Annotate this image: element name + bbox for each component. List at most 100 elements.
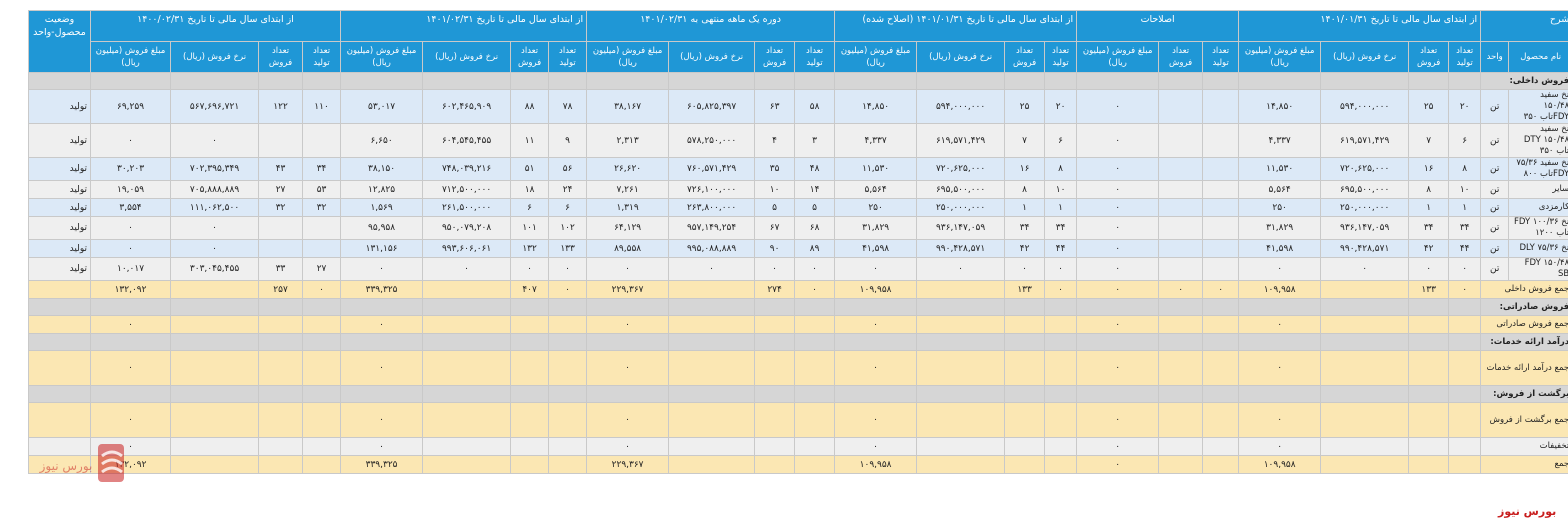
value-cell: ۸۹,۵۵۸ xyxy=(586,239,670,258)
value-cell: ۱۰۹,۹۵۸ xyxy=(1238,280,1322,299)
empty-cell xyxy=(1004,385,1046,403)
empty-cell xyxy=(510,298,550,316)
value-cell xyxy=(794,455,836,474)
value-cell: ۵۹۴,۰۰۰,۰۰۰ xyxy=(916,89,1006,124)
value-cell: ۵۳,۰۱۷ xyxy=(340,89,424,124)
value-cell: ۲۰ xyxy=(1044,89,1078,124)
empty-cell xyxy=(302,333,342,351)
value-cell xyxy=(170,315,260,334)
value-cell: ۷۰۵,۸۸۸,۸۸۹ xyxy=(170,180,260,199)
value-cell: ۱۳۱,۱۵۶ xyxy=(340,239,424,258)
value-cell: ۶۱۹,۵۷۱,۴۲۹ xyxy=(916,123,1006,158)
empty-cell xyxy=(1076,385,1160,403)
value-cell: ۵۷۸,۲۵۰,۰۰۰ xyxy=(668,123,756,158)
empty-cell xyxy=(1076,298,1160,316)
value-cell: ۱۰۲ xyxy=(548,216,588,240)
value-cell: ۲۲۹,۳۶۷ xyxy=(586,280,670,299)
subheader-prod-qty-g4: تعداد تولید xyxy=(794,41,836,73)
table-row: FDY ۱۵۰/۴۸ SBتن۰۰۰۰۰۰۰۰۰۰۰۰۰۰۰۰۰۲۷۳۳۳۰۳,… xyxy=(28,257,1568,281)
value-cell: ۰ xyxy=(1448,257,1482,281)
empty-cell xyxy=(1408,333,1450,351)
value-cell: ۴۱,۵۹۸ xyxy=(834,239,918,258)
status-cell xyxy=(28,315,91,334)
value-cell xyxy=(1320,350,1410,386)
value-cell: ۰ xyxy=(586,437,670,456)
value-cell: ۶۳ xyxy=(754,89,796,124)
subheader-amount-g6: مبلغ فروش (میلیون ریال) xyxy=(89,41,172,73)
empty-cell xyxy=(1158,72,1204,90)
value-cell: ۶۸ xyxy=(794,216,836,240)
value-cell xyxy=(1320,315,1410,334)
value-cell xyxy=(510,350,550,386)
value-cell: ۰ xyxy=(586,315,670,334)
value-cell: ۰ xyxy=(1076,315,1160,334)
empty-cell xyxy=(548,333,588,351)
table-row: نخ ۱۰۰/۳۶ FDY تاب ۱۲۰۰تن۳۴۳۴۹۳۶,۱۴۷,۰۵۹۳… xyxy=(28,216,1568,240)
empty-cell xyxy=(1202,298,1240,316)
value-cell xyxy=(548,437,588,456)
empty-cell xyxy=(754,298,796,316)
product-name: کارمزدی xyxy=(1508,198,1568,217)
status-cell: تولید xyxy=(28,257,91,281)
header-one-month: دوره یک ماهه منتهی به ۱۴۰۱/۰۲/۳۱ xyxy=(586,10,836,42)
value-cell xyxy=(422,455,512,474)
subheader-sale-qty-g1: تعداد فروش xyxy=(1408,41,1450,73)
status-cell: تولید xyxy=(28,157,91,181)
value-cell xyxy=(1158,198,1204,217)
value-cell: ۲۵۰ xyxy=(1238,198,1322,217)
value-cell: ۰ xyxy=(340,350,424,386)
empty-cell xyxy=(510,72,550,90)
value-cell xyxy=(302,123,342,158)
value-cell xyxy=(916,437,1006,456)
value-cell: ۲۵۷ xyxy=(258,280,304,299)
value-cell xyxy=(170,437,260,456)
value-cell: ۵۶۷,۶۹۶,۷۲۱ xyxy=(170,89,260,124)
value-cell xyxy=(1158,239,1204,258)
value-cell xyxy=(1202,350,1240,386)
value-cell: ۷,۲۶۱ xyxy=(586,180,670,199)
value-cell xyxy=(302,437,342,456)
value-cell xyxy=(1044,402,1078,438)
value-cell: ۰ xyxy=(1238,350,1322,386)
value-cell xyxy=(916,315,1006,334)
empty-cell xyxy=(668,385,756,403)
status-cell xyxy=(28,402,91,438)
empty-cell xyxy=(1202,72,1240,90)
value-cell xyxy=(1202,198,1240,217)
empty-cell xyxy=(89,333,172,351)
value-cell xyxy=(258,239,304,258)
product-name: نخ ۱۰۰/۳۶ FDY تاب ۱۲۰۰ xyxy=(1508,216,1568,240)
value-cell xyxy=(1320,437,1410,456)
empty-cell xyxy=(1044,385,1078,403)
subheader-amount-g5: مبلغ فروش (میلیون ریال) xyxy=(340,41,424,73)
value-cell xyxy=(302,350,342,386)
value-cell xyxy=(510,455,550,474)
value-cell: ۳۴ xyxy=(1448,216,1482,240)
empty-cell xyxy=(668,298,756,316)
empty-cell xyxy=(586,298,670,316)
value-cell: ۱,۵۶۹ xyxy=(340,198,424,217)
value-cell: ۳۸,۱۶۷ xyxy=(586,89,670,124)
value-cell xyxy=(1202,216,1240,240)
value-cell: ۶ xyxy=(510,198,550,217)
value-cell xyxy=(1448,437,1482,456)
value-cell: ۲۵۰,۰۰۰,۰۰۰ xyxy=(1320,198,1410,217)
empty-cell xyxy=(794,298,836,316)
value-cell xyxy=(1004,402,1046,438)
subheader-prod-qty-g1: تعداد تولید xyxy=(1448,41,1482,73)
status-cell: تولید xyxy=(28,123,91,158)
empty-cell xyxy=(302,385,342,403)
subheader-sale-qty-g5: تعداد فروش xyxy=(510,41,550,73)
value-cell: ۱۰ xyxy=(754,180,796,199)
value-cell: ۰ xyxy=(548,280,588,299)
section-title: فروش صادراتی: xyxy=(1480,298,1568,316)
empty-cell xyxy=(1408,298,1450,316)
unit-cell: تن xyxy=(1480,257,1510,281)
value-cell xyxy=(794,315,836,334)
empty-cell xyxy=(28,298,91,316)
value-cell xyxy=(170,350,260,386)
value-cell xyxy=(668,280,756,299)
value-cell: ۹۳۶,۱۴۷,۰۵۹ xyxy=(916,216,1006,240)
value-cell xyxy=(1408,437,1450,456)
value-cell: ۰ xyxy=(1076,257,1160,281)
